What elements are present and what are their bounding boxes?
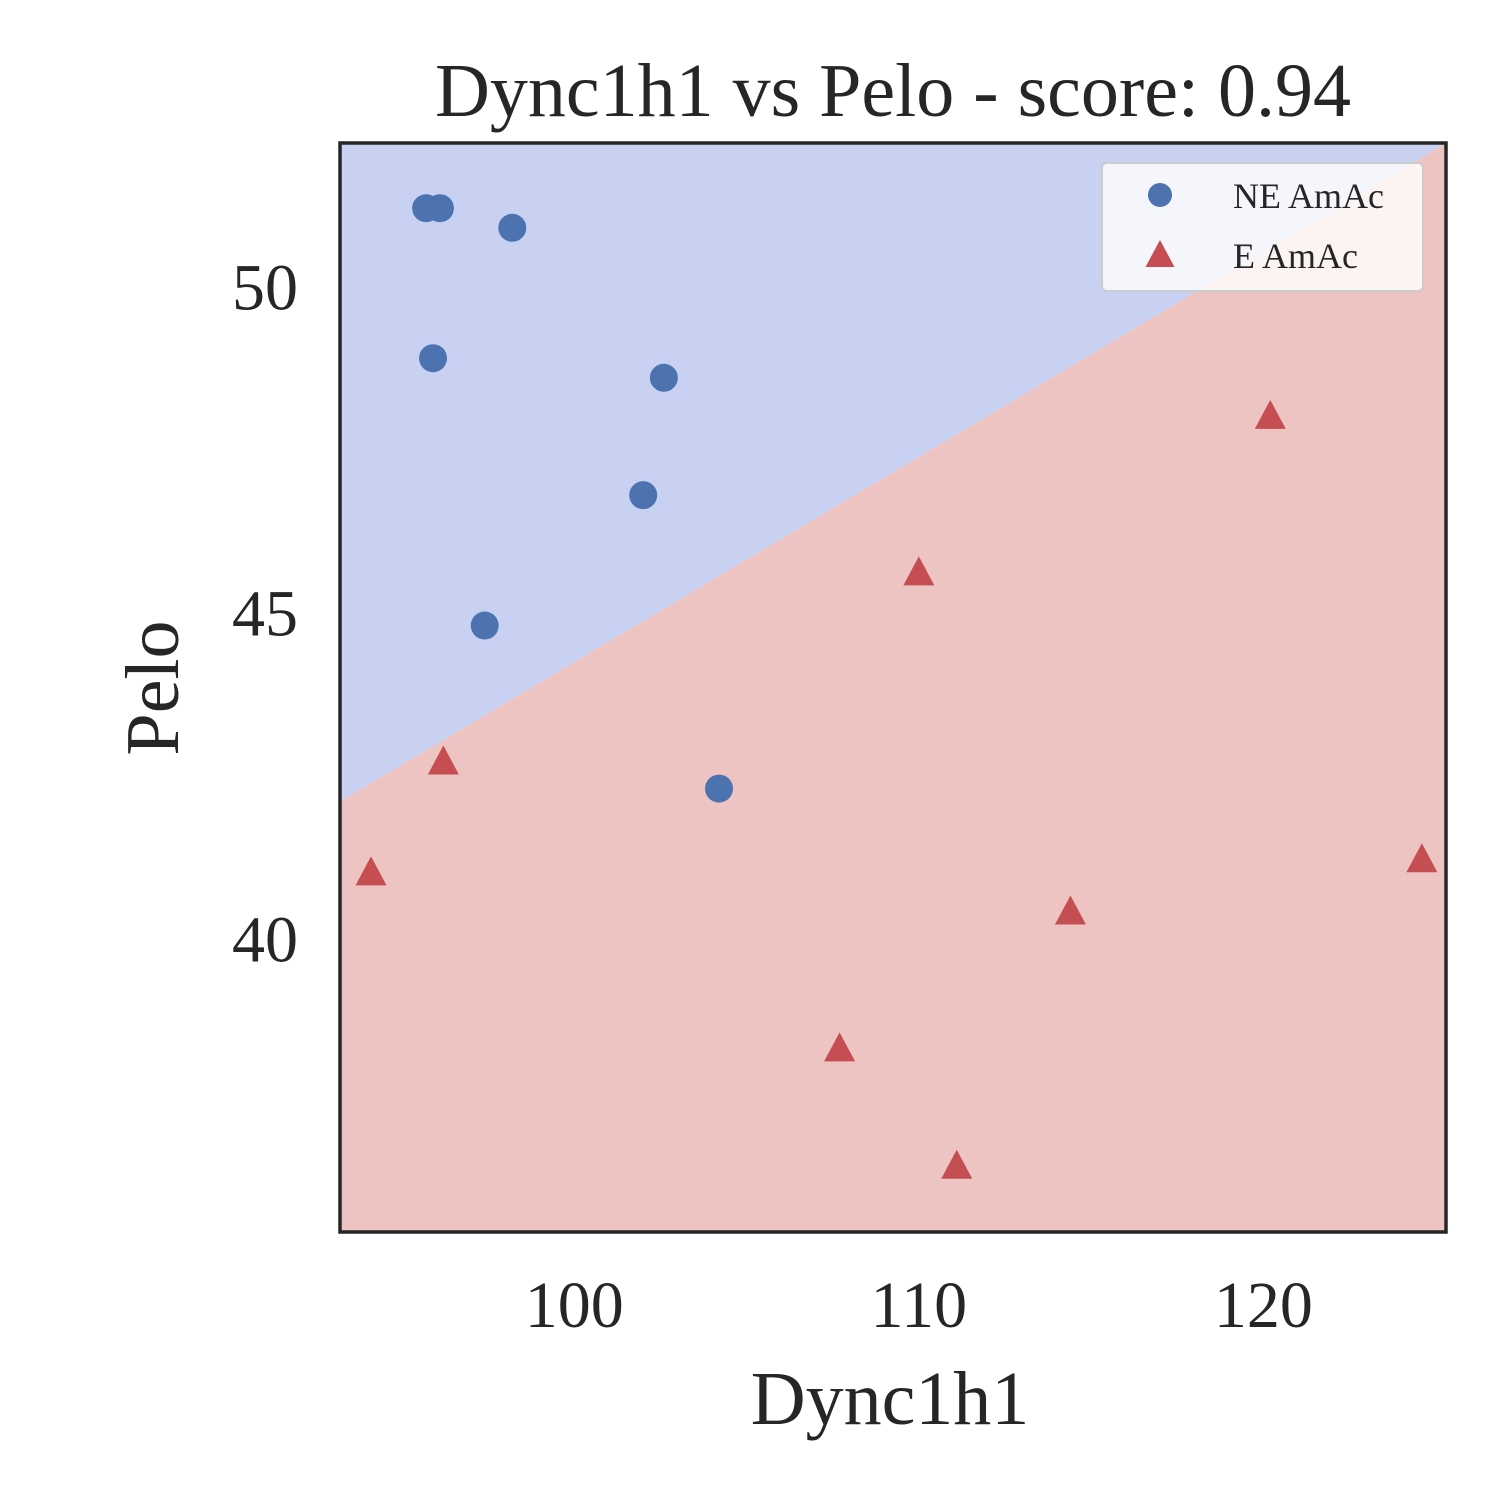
point-ne-amac bbox=[470, 611, 499, 640]
y-tick-label: 45 bbox=[232, 578, 298, 651]
point-e-amac bbox=[824, 1032, 856, 1062]
point-ne-amac bbox=[419, 344, 448, 373]
chart-title: Dync1h1 vs Pelo - score: 0.94 bbox=[435, 49, 1351, 133]
x-tick-labels: 100 110 120 bbox=[525, 1269, 1313, 1342]
legend-box bbox=[1101, 162, 1424, 292]
point-ne-amac bbox=[649, 363, 678, 392]
x-tick-label: 110 bbox=[871, 1269, 968, 1342]
point-e-amac bbox=[355, 856, 387, 886]
point-ne-amac bbox=[498, 213, 527, 242]
decision-regions bbox=[340, 143, 1446, 1232]
legend-label-ne-amac: NE AmAc bbox=[1233, 176, 1384, 216]
point-ne-amac bbox=[705, 774, 734, 803]
y-tick-labels: 40 45 50 bbox=[232, 251, 298, 976]
legend: NE AmAc E AmAc bbox=[1101, 162, 1424, 292]
x-tick-label: 100 bbox=[525, 1269, 624, 1342]
data-points bbox=[355, 194, 1438, 1179]
y-tick-label: 50 bbox=[232, 251, 298, 324]
legend-marker-ne-amac bbox=[1148, 183, 1172, 207]
point-ne-amac bbox=[629, 481, 658, 510]
y-tick-label: 40 bbox=[232, 904, 298, 977]
point-ne-amac bbox=[425, 194, 454, 223]
point-e-amac bbox=[941, 1149, 973, 1179]
point-e-amac bbox=[903, 556, 935, 586]
region-e-amac bbox=[340, 143, 1446, 1232]
plot-frame bbox=[338, 141, 1448, 1234]
point-e-amac bbox=[427, 745, 459, 775]
point-e-amac bbox=[1054, 895, 1086, 925]
legend-label-e-amac: E AmAc bbox=[1233, 236, 1358, 276]
legend-marker-e-amac bbox=[1145, 240, 1175, 267]
y-axis-label: Pelo bbox=[111, 620, 195, 755]
x-tick-label: 120 bbox=[1214, 1269, 1313, 1342]
x-axis-label: Dync1h1 bbox=[751, 1357, 1030, 1441]
point-e-amac bbox=[1406, 843, 1438, 873]
point-e-amac bbox=[1254, 399, 1286, 429]
